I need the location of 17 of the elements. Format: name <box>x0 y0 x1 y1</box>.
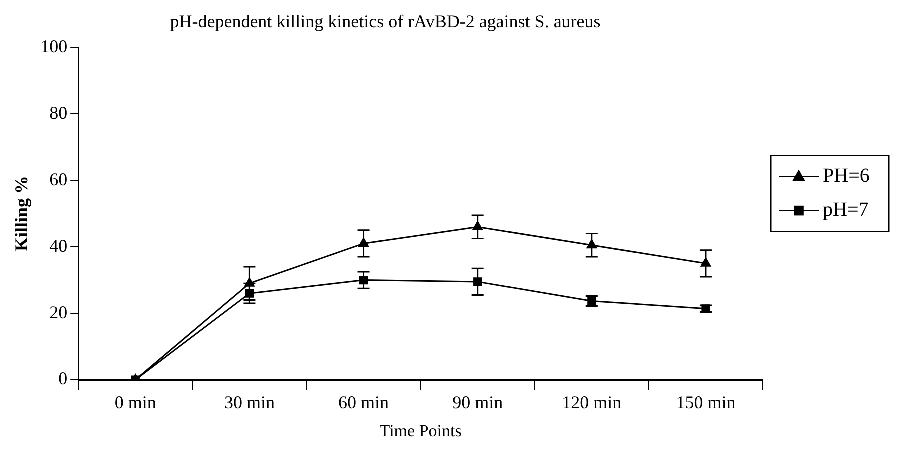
x-tick-label: 0 min <box>114 392 156 413</box>
y-tick-label: 0 <box>58 368 68 389</box>
x-tick-label: 30 min <box>224 392 275 413</box>
y-axis-title: Killing % <box>11 176 32 252</box>
legend-label: PH=6 <box>823 165 870 188</box>
x-tick-label: 120 min <box>562 392 622 413</box>
y-tick-label: 80 <box>50 102 68 123</box>
y-tick-label: 100 <box>40 36 68 56</box>
y-tick-label: 40 <box>50 236 68 256</box>
legend-label: pH=7 <box>823 199 869 222</box>
y-tick-label: 20 <box>50 302 68 322</box>
y-tick-label: 60 <box>50 169 68 190</box>
chart-title: pH-dependent killing kinetics of rAvBD-2 against S. aureus <box>170 12 601 32</box>
x-tick-label: 60 min <box>338 392 390 413</box>
x-tick-label: 90 min <box>452 392 504 413</box>
x-tick-label: 150 min <box>676 392 736 413</box>
x-axis-title: Time Points <box>380 421 462 440</box>
